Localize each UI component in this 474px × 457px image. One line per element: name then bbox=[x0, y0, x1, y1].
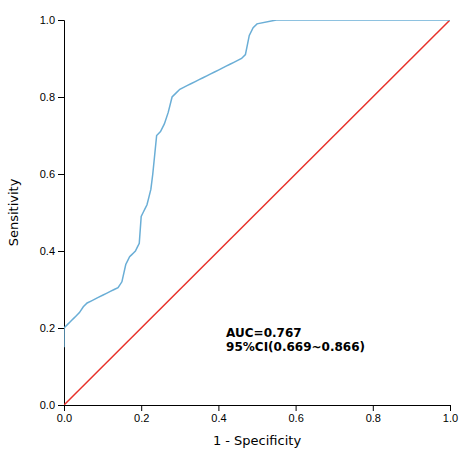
y-tick-mark bbox=[58, 251, 64, 252]
x-tick: 0.6 bbox=[288, 405, 303, 424]
y-tick: 0.0 bbox=[40, 399, 64, 411]
y-axis-line bbox=[58, 21, 65, 406]
x-tick-label: 0.4 bbox=[211, 412, 226, 424]
x-tick: 1.0 bbox=[443, 405, 458, 424]
y-tick: 0.8 bbox=[40, 91, 64, 103]
x-tick-label: 1.0 bbox=[443, 412, 458, 424]
y-tick-label: 0.8 bbox=[40, 91, 55, 103]
x-tick-mark bbox=[373, 405, 374, 411]
y-tick: 0.6 bbox=[40, 168, 64, 180]
plot: 0.0 0.2 0.4 0.6 0.8 1.0 0.0 0.2 0.4 0.6 0.8 1.0 AUC=… bbox=[40, 14, 458, 424]
y-tick-label: 0.4 bbox=[40, 245, 55, 257]
x-tick: 0.0 bbox=[57, 405, 72, 424]
y-tick-label: 0.6 bbox=[40, 168, 55, 180]
y-tick-mark bbox=[58, 328, 64, 329]
series-line bbox=[64, 20, 450, 405]
y-tick-label: 1.0 bbox=[40, 14, 55, 26]
x-tick-label: 0.2 bbox=[134, 412, 149, 424]
y-axis-title: Sensitivity bbox=[6, 178, 21, 246]
x-tick-mark bbox=[218, 405, 219, 411]
x-tick-mark bbox=[296, 405, 297, 411]
x-axis: 0.0 0.2 0.4 0.6 0.8 1.0 bbox=[57, 405, 458, 424]
x-tick-label: 0.8 bbox=[366, 412, 381, 424]
annotation: AUC=0.76795%CI(0.669~0.866) bbox=[226, 326, 365, 354]
x-tick-mark bbox=[450, 405, 451, 411]
x-axis-line bbox=[65, 406, 451, 412]
y-tick-mark bbox=[58, 174, 64, 175]
lines bbox=[64, 20, 450, 405]
x-tick-label: 0.0 bbox=[57, 412, 72, 424]
x-tick: 0.8 bbox=[366, 405, 381, 424]
y-tick-label: 0.2 bbox=[40, 322, 55, 334]
y-tick-mark bbox=[58, 20, 64, 21]
x-tick-mark bbox=[141, 405, 142, 411]
x-tick: 0.2 bbox=[134, 405, 149, 424]
annotation-line: AUC=0.767 bbox=[226, 326, 301, 340]
x-tick-label: 0.6 bbox=[288, 412, 303, 424]
y-tick: 0.4 bbox=[40, 245, 64, 257]
y-axis: 0.0 0.2 0.4 0.6 0.8 1.0 bbox=[40, 14, 65, 411]
y-tick: 1.0 bbox=[40, 14, 64, 26]
series-line bbox=[64, 20, 450, 347]
y-tick-mark bbox=[58, 97, 64, 98]
x-tick: 0.4 bbox=[211, 405, 226, 424]
annotation-line: 95%CI(0.669~0.866) bbox=[226, 340, 365, 354]
chart: 0.0 0.2 0.4 0.6 0.8 1.0 0.0 0.2 0.4 0.6 0.8 1.0 AUC=… bbox=[0, 0, 474, 457]
y-tick-label: 0.0 bbox=[40, 399, 55, 411]
y-tick: 0.2 bbox=[40, 322, 64, 334]
y-tick-mark bbox=[58, 405, 64, 406]
x-axis-title: 1 - Specificity bbox=[213, 433, 302, 448]
